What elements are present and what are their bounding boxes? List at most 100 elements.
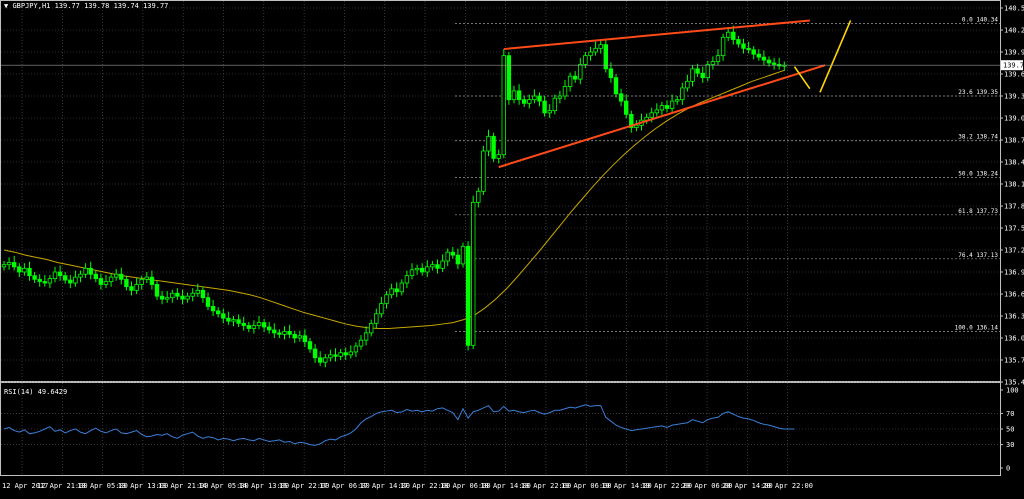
candle-body	[761, 56, 767, 61]
candle-body	[445, 251, 450, 262]
candle-body	[435, 264, 440, 269]
candle-body	[358, 339, 364, 347]
rsi-tick-label: 70	[1006, 410, 1014, 418]
current-price-label: 139.77	[1003, 62, 1024, 70]
candle-body	[516, 90, 522, 101]
candle-body	[629, 113, 634, 128]
x-tick-label: 17 Apr 22:00	[400, 482, 451, 490]
candle-body	[307, 341, 313, 350]
candle-body	[486, 135, 491, 152]
x-tick-label: 19 Apr 22:00	[642, 482, 693, 490]
x-tick-label: 17 Apr 14:00	[359, 482, 410, 490]
candle-body	[746, 47, 751, 51]
candle-body	[527, 99, 532, 104]
candle-body	[119, 273, 124, 280]
rsi-line	[3, 404, 795, 446]
candle-body	[134, 284, 139, 291]
y-tick-label: 137.85	[1004, 203, 1024, 211]
y-tick-label: 136.95	[1004, 269, 1024, 277]
candle-body	[608, 68, 614, 79]
candle-body	[685, 80, 690, 89]
fib-level-label: 38.2 138.74	[958, 134, 998, 141]
candle-body	[37, 278, 42, 282]
y-tick-label: 136.65	[1004, 291, 1024, 299]
main-pane-border	[0, 0, 1001, 382]
ohlc-values: 139.77 139.78 139.74 139.77	[54, 2, 169, 10]
trend-line-upper	[503, 19, 810, 51]
candle-body	[680, 87, 685, 101]
candle-body	[27, 267, 32, 277]
candle-body	[460, 245, 466, 265]
rsi-header: RSI(14) 49.6429	[4, 388, 68, 396]
candle-body	[695, 68, 700, 74]
x-tick-label: 13 Apr 05:00	[77, 482, 128, 490]
candle-body	[226, 317, 231, 322]
y-tick-label: 136.05	[1004, 335, 1024, 343]
y-tick-label: 137.25	[1004, 247, 1024, 255]
candle-body	[149, 276, 155, 285]
candle-body	[598, 44, 603, 49]
candle-body	[476, 190, 481, 203]
candle-body	[338, 352, 343, 357]
candle-body	[287, 330, 292, 335]
candle-body	[522, 99, 527, 104]
candle-body	[440, 260, 445, 269]
dropdown-arrow-icon[interactable]: ▼	[4, 2, 9, 10]
candle-body	[399, 282, 404, 293]
y-tick-label: 137.55	[1004, 225, 1024, 233]
candle-body	[374, 313, 379, 324]
candle-body	[537, 95, 542, 102]
moving-average-line	[3, 69, 785, 329]
candle-body	[741, 43, 746, 49]
candle-body	[603, 44, 608, 70]
y-tick-label: 139.05	[1004, 115, 1024, 123]
x-tick-label: 20 Apr 22:00	[762, 482, 813, 490]
candle-body	[282, 330, 287, 335]
y-tick-label: 139.65	[1004, 71, 1024, 79]
candle-body	[78, 273, 83, 278]
candle-body	[93, 273, 98, 280]
candle-body	[210, 306, 216, 312]
candle-body	[624, 100, 629, 115]
candle-body	[751, 49, 756, 55]
fib-level-label: 61.8 137.73	[958, 208, 998, 215]
fib-level-label: 23.6 139.35	[958, 89, 998, 96]
candle-body	[317, 357, 323, 363]
candle-body	[246, 325, 251, 329]
candle-body	[363, 332, 369, 341]
candle-body	[88, 267, 93, 275]
x-tick-label: 14 Apr 13:00	[239, 482, 290, 490]
candle-body	[567, 75, 573, 87]
candle-body	[68, 279, 73, 284]
candle-body	[501, 55, 506, 156]
candle-body	[164, 297, 170, 300]
y-tick-label: 135.45	[1004, 379, 1024, 387]
candle-body	[353, 345, 359, 353]
candle-body	[139, 278, 144, 285]
y-tick-label: 138.15	[1004, 181, 1024, 189]
candle-body	[588, 51, 593, 57]
x-tick-label: 18 Apr 06:00	[440, 482, 491, 490]
candle-body	[389, 288, 394, 296]
candle-body	[333, 354, 338, 357]
candle-body	[465, 245, 471, 346]
candle-body	[470, 201, 476, 346]
fib-level-label: 50.0 138.24	[958, 170, 998, 177]
fib-level-label: 0.0 140.34	[962, 16, 999, 23]
candle-body	[542, 100, 547, 114]
candle-body	[221, 313, 226, 319]
candle-body	[277, 332, 282, 335]
candle-body	[664, 105, 670, 109]
candle-body	[669, 100, 675, 109]
candle-body	[154, 284, 160, 297]
candle-body	[455, 254, 461, 265]
candle-body	[343, 352, 348, 356]
candle-body	[256, 322, 262, 326]
candle-body	[195, 289, 200, 294]
x-tick-label: 13 Apr 21:00	[158, 482, 209, 490]
candle-body	[124, 278, 129, 288]
candle-body	[496, 154, 501, 159]
candle-body	[409, 269, 415, 277]
candle-body	[766, 59, 772, 64]
candle-body	[649, 112, 654, 118]
